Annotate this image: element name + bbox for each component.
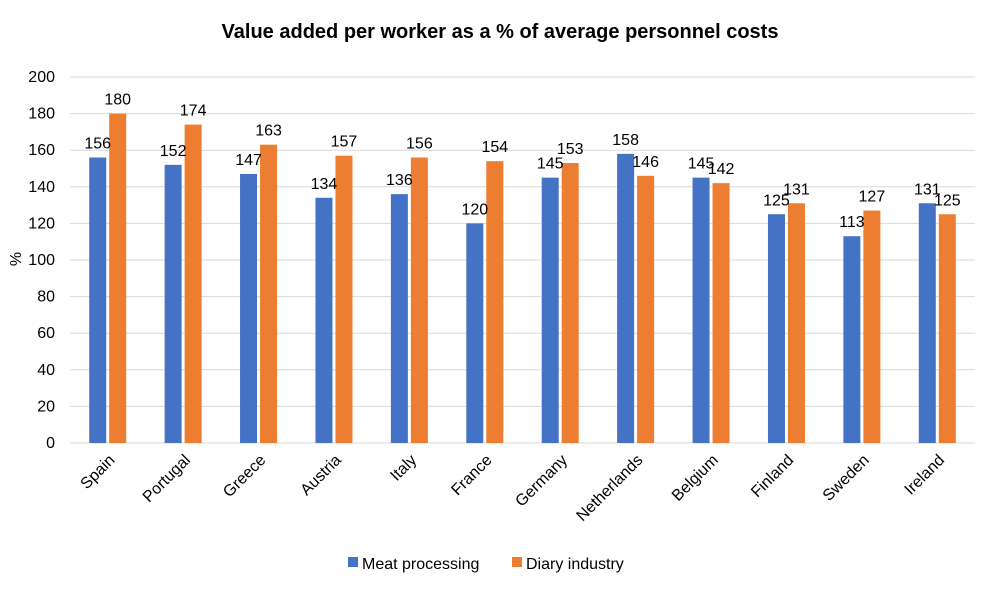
data-label: 163 xyxy=(255,123,282,140)
x-tick-label: Greece xyxy=(220,452,269,501)
data-label: 113 xyxy=(839,214,865,231)
x-tick-label: Ireland xyxy=(902,452,949,499)
data-label: 156 xyxy=(84,136,111,153)
data-label: 147 xyxy=(235,152,262,169)
y-tick-label: 40 xyxy=(37,362,55,379)
data-label: 146 xyxy=(632,154,659,171)
bar-diary-industry-finland xyxy=(787,203,805,443)
data-label: 134 xyxy=(311,176,338,193)
y-tick-label: 80 xyxy=(37,289,55,306)
bar-diary-industry-greece xyxy=(260,144,278,443)
legend-label: Meat processing xyxy=(362,556,479,573)
y-tick-label: 140 xyxy=(28,179,55,196)
data-label: 125 xyxy=(934,192,961,209)
y-tick-label: 0 xyxy=(46,435,55,452)
gridlines xyxy=(70,76,975,444)
y-tick-label: 60 xyxy=(37,325,55,342)
bar-diary-industry-austria xyxy=(335,155,353,443)
bar-diary-industry-netherlands xyxy=(637,175,655,443)
bar-meat-processing-italy xyxy=(390,194,408,443)
bar-meat-processing-france xyxy=(466,223,484,443)
data-label: 131 xyxy=(783,181,810,198)
x-tick-label: Finland xyxy=(748,452,797,501)
bar-diary-industry-belgium xyxy=(712,183,730,443)
data-label: 153 xyxy=(557,141,584,158)
y-tick-label: 180 xyxy=(28,106,55,123)
x-tick-label: Austria xyxy=(298,452,345,499)
bar-meat-processing-spain xyxy=(89,157,107,443)
x-tick-label: Italy xyxy=(387,452,420,485)
x-tick-label: Belgium xyxy=(669,452,722,505)
bar-diary-industry-ireland xyxy=(938,214,956,443)
y-tick-label: 200 xyxy=(28,69,55,86)
data-label: 157 xyxy=(331,134,358,151)
bar-meat-processing-sweden xyxy=(843,236,861,443)
bar-diary-industry-sweden xyxy=(863,210,881,443)
bar-meat-processing-portugal xyxy=(164,164,182,443)
data-label: 142 xyxy=(708,161,735,178)
bar-meat-processing-ireland xyxy=(918,203,936,443)
data-label: 131 xyxy=(914,181,941,198)
data-label: 152 xyxy=(160,143,187,160)
y-axis-tick-labels: 0 20 40 60 80 100 120 140 160 180 200 xyxy=(28,69,55,452)
bar-diary-industry-germany xyxy=(561,163,579,443)
data-labels: 1561801521741471631341571361561201541451… xyxy=(84,92,960,232)
data-label: 180 xyxy=(104,92,131,109)
data-label: 136 xyxy=(386,172,413,189)
bar-meat-processing-germany xyxy=(541,177,559,443)
data-label: 127 xyxy=(859,189,886,206)
y-axis-title: % xyxy=(8,252,25,266)
bar-meat-processing-finland xyxy=(767,214,785,443)
legend-swatch xyxy=(348,557,358,567)
data-label: 145 xyxy=(688,156,715,173)
bar-diary-industry-france xyxy=(486,161,504,443)
legend-label: Diary industry xyxy=(526,556,624,573)
bar-meat-processing-austria xyxy=(315,197,333,443)
data-label: 145 xyxy=(537,156,564,173)
x-tick-label: Netherlands xyxy=(573,452,646,525)
legend: Meat processing Diary industry xyxy=(348,556,624,573)
y-tick-label: 160 xyxy=(28,142,55,159)
x-tick-label: Sweden xyxy=(820,452,873,505)
x-tick-label: Spain xyxy=(78,452,119,493)
bar-diary-industry-portugal xyxy=(184,124,202,443)
chart-title: Value added per worker as a % of average… xyxy=(222,21,779,43)
data-label: 174 xyxy=(180,103,207,120)
x-tick-label: France xyxy=(448,452,495,499)
data-label: 125 xyxy=(763,192,790,209)
x-tick-label: Germany xyxy=(512,452,571,511)
x-axis-tick-labels: Spain Portugal Greece Austria Italy France Ger… xyxy=(78,452,949,525)
bar-meat-processing-belgium xyxy=(692,177,710,443)
bar-meat-processing-netherlands xyxy=(617,153,635,444)
bars xyxy=(89,113,956,444)
legend-swatch xyxy=(512,557,522,567)
x-tick-label: Portugal xyxy=(140,452,194,506)
data-label: 158 xyxy=(612,132,639,149)
bar-diary-industry-spain xyxy=(109,113,127,443)
y-tick-label: 120 xyxy=(28,215,55,232)
bar-meat-processing-greece xyxy=(240,173,258,444)
y-tick-label: 100 xyxy=(28,252,55,269)
y-tick-label: 20 xyxy=(37,398,55,415)
data-label: 120 xyxy=(461,201,488,218)
data-label: 156 xyxy=(406,136,433,153)
data-label: 154 xyxy=(481,139,508,156)
bar-diary-industry-italy xyxy=(410,157,428,443)
